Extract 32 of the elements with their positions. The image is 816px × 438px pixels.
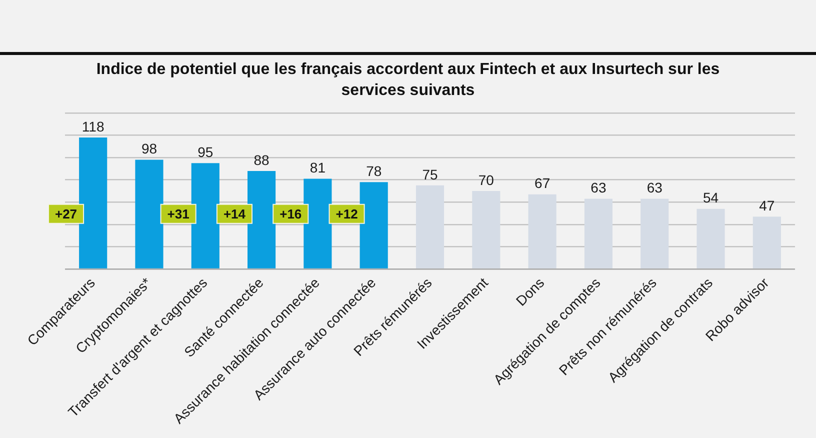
data-label: 47	[759, 197, 775, 214]
bar	[640, 198, 669, 268]
data-label: 63	[590, 180, 606, 196]
data-label: 63	[646, 180, 663, 196]
annotation: +16	[280, 206, 302, 222]
bar	[472, 191, 500, 268]
annotation: +12	[336, 206, 358, 222]
data-label: 75	[422, 166, 438, 182]
data-label: 98	[141, 140, 158, 157]
data-label: 78	[366, 162, 382, 179]
bar	[528, 194, 556, 268]
data-label: 81	[310, 160, 326, 176]
bar	[304, 178, 332, 268]
bar	[248, 170, 276, 268]
bar	[584, 198, 612, 268]
bar	[79, 138, 108, 268]
annotation: +14	[223, 206, 246, 222]
annotation: +31	[167, 206, 190, 222]
data-label: 118	[82, 118, 104, 134]
data-label: 67	[534, 175, 550, 192]
bar	[752, 216, 781, 268]
bar	[696, 208, 725, 268]
bar	[360, 182, 388, 268]
data-label: 70	[478, 172, 494, 188]
bar	[416, 185, 444, 268]
bar	[135, 160, 164, 268]
data-label: 95	[198, 144, 214, 160]
annotation: +27	[54, 206, 78, 222]
chart-title: Indice de potentiel que les français accordent aux Fintech et aux Insurtech sur les services suivants	[95, 60, 721, 101]
data-label: 88	[254, 152, 270, 168]
bar	[191, 163, 220, 268]
data-label: 54	[702, 190, 719, 206]
